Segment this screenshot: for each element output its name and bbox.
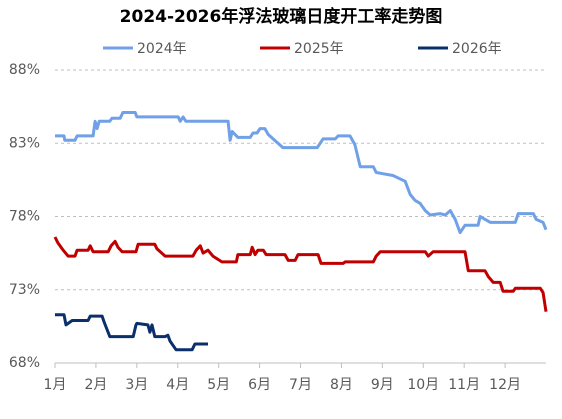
x-tick-label: 4月 (166, 377, 189, 393)
legend-label: 2025年 (294, 41, 344, 57)
y-tick-label: 73% (9, 282, 40, 298)
series-line (55, 111, 548, 235)
chart-title: 2024-2026年浮法玻璃日度开工率走势图 (120, 6, 443, 27)
y-tick-label: 68% (9, 355, 40, 371)
x-tick-label: 6月 (248, 377, 271, 393)
x-tick-label: 7月 (289, 377, 312, 393)
legend-label: 2024年 (137, 41, 187, 57)
x-tick-label: 12月 (489, 377, 521, 393)
x-tick-label: 1月 (44, 377, 67, 393)
y-tick-label: 88% (9, 62, 40, 78)
series-line (53, 236, 548, 312)
x-tick-label: 3月 (125, 377, 148, 393)
x-tick-label: 2月 (84, 377, 107, 393)
y-tick-label: 78% (9, 209, 40, 225)
x-tick-label: 5月 (207, 377, 230, 393)
y-tick-label: 83% (9, 135, 40, 151)
x-tick-label: 8月 (330, 377, 353, 393)
x-tick-label: 11月 (448, 377, 480, 393)
series-line (55, 313, 208, 352)
x-tick-label: 10月 (407, 377, 439, 393)
legend-label: 2026年 (452, 41, 502, 57)
x-tick-label: 9月 (371, 377, 394, 393)
